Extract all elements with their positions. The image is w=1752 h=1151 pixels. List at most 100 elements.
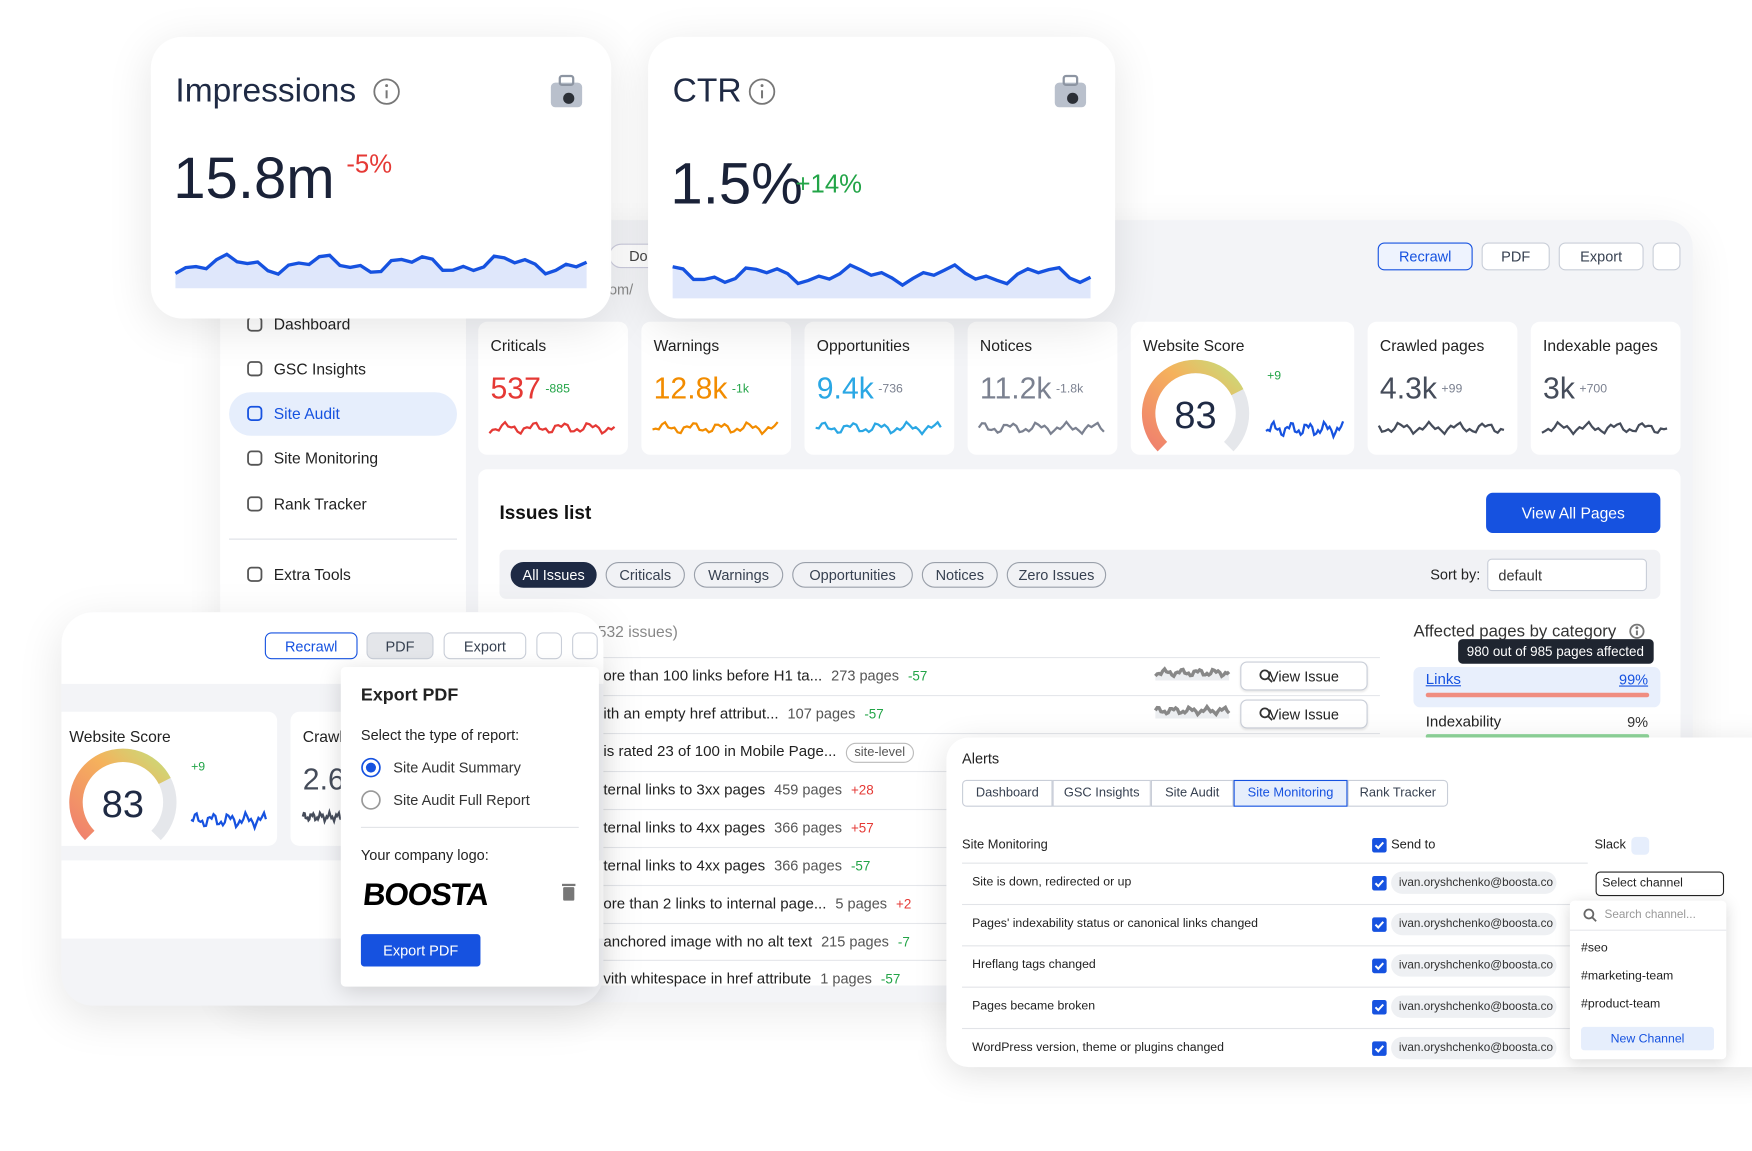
alerts-tab[interactable]: Site Monitoring (1233, 779, 1348, 807)
shape (385, 84, 389, 88)
alert-text: Hreflang tags changed (972, 958, 1096, 972)
alert-text: Site is down, redirected or up (972, 875, 1132, 889)
alerts-tab[interactable]: Dashboard (962, 779, 1053, 807)
shape (748, 78, 776, 105)
toolbar-button[interactable]: Export (443, 632, 527, 660)
metric-change: +14% (795, 169, 863, 199)
alert-text: WordPress version, theme or plugins chan… (972, 1040, 1224, 1055)
stat-change: -1k (731, 383, 750, 397)
email: ivan.oryshchenko@boosta.co (1398, 1041, 1554, 1055)
filter-pill[interactable]: Notices (921, 562, 998, 588)
filter-label: Zero Issues (1018, 566, 1095, 584)
email-pill: ivan.oryshchenko@boosta.co (1391, 1036, 1557, 1060)
settings-button[interactable] (572, 632, 598, 660)
tab-label: Site Audit (1165, 786, 1220, 801)
toolbar-button[interactable]: Recrawl (1377, 242, 1473, 271)
shape (1541, 420, 1668, 436)
email-pill: ivan.oryshchenko@boosta.co (1391, 912, 1557, 936)
shape (1062, 74, 1079, 87)
shape (1265, 419, 1345, 440)
shape (175, 254, 587, 289)
email-pill: ivan.oryshchenko@boosta.co (1391, 871, 1557, 894)
stat-change: -1.8k (1055, 383, 1084, 397)
select-value: Select channel (1602, 876, 1683, 890)
links-bar (1425, 692, 1650, 698)
shape (247, 316, 263, 332)
alerts-tab[interactable]: Rank Tracker (1347, 779, 1449, 807)
checkbox (1372, 958, 1387, 974)
radio (361, 757, 381, 778)
search-icon (1259, 707, 1273, 721)
stat-label: Warnings (653, 336, 720, 355)
new-channel-button[interactable]: New Channel (1581, 1026, 1715, 1051)
issue-text: ternal links to 4xx pages 366 pages +57 (603, 819, 874, 837)
toolbar-button[interactable]: PDF (1481, 242, 1550, 271)
share-button[interactable] (536, 632, 563, 660)
share-button[interactable] (1652, 242, 1681, 271)
radio (361, 790, 381, 810)
stat-value: 11.2k -1.8k (979, 371, 1084, 406)
shape (1141, 359, 1244, 452)
popup-divider (360, 826, 579, 828)
shape (247, 566, 263, 582)
tab-label: Rank Tracker (1359, 786, 1437, 801)
issue-text: ith an empty href attribut... 107 pages -5… (603, 705, 884, 723)
metric-change: -5% (346, 149, 393, 179)
toolbar-button[interactable]: Recrawl (264, 632, 358, 660)
shape (247, 450, 263, 466)
filter-pill[interactable]: All Issues (510, 562, 597, 588)
filter-pill[interactable]: Opportunities (792, 562, 913, 588)
row-divider (962, 1027, 1588, 1030)
issue-text: ore than 2 links to internal page... 5 pa… (603, 895, 912, 913)
button-label: PDF (1501, 248, 1531, 265)
alerts-tab[interactable]: Site Audit (1150, 779, 1234, 807)
shape (1635, 626, 1639, 630)
column-header: Site Monitoring (962, 838, 1048, 852)
tab-label: Dashboard (975, 786, 1039, 801)
shape (672, 262, 1092, 288)
toolbar-button[interactable]: PDF (366, 632, 434, 660)
shape (1372, 838, 1387, 853)
stat-value: 9.4k -736 (816, 371, 903, 406)
filter-pill[interactable]: Criticals (605, 562, 685, 588)
filter-bar (499, 549, 1661, 599)
sidebar-icon (247, 496, 263, 512)
channel-select[interactable]: Select channel (1595, 871, 1725, 897)
metric-value: 15.8m (173, 146, 335, 212)
alerts-tab[interactable]: GSC Insights (1052, 779, 1151, 807)
issue-change: +28 (850, 782, 874, 799)
stat-card (804, 321, 955, 455)
tooltip: 980 out of 985 pages affected (1458, 639, 1654, 664)
filter-pill[interactable]: Warnings (693, 562, 784, 588)
toolbar-button[interactable]: Export (1558, 242, 1644, 271)
filter-pill[interactable]: Zero Issues (1006, 562, 1107, 588)
row-divider (962, 945, 1588, 947)
stat-value: 3k +700 (1543, 371, 1608, 406)
stat-label: Crawled pages (1379, 336, 1485, 355)
score-value: 83 (1174, 394, 1217, 437)
search-placeholder: Search channel... (1604, 908, 1696, 922)
export-button[interactable]: Export PDF (360, 934, 481, 967)
category-pct: 99% (1619, 670, 1649, 688)
checkbox (1372, 1041, 1387, 1056)
checkbox (1372, 917, 1387, 932)
view-all-button[interactable]: View All Pages (1486, 492, 1661, 533)
shape (760, 84, 764, 88)
issue-change: +57 (850, 820, 874, 837)
category-pct: 9% (1627, 713, 1649, 731)
radio-label: Site Audit Summary (393, 759, 521, 776)
sparkline (301, 807, 342, 825)
sort-select[interactable]: default (1487, 558, 1647, 592)
tab-label: GSC Insights (1063, 786, 1140, 801)
issue-pages: 366 pages (774, 819, 843, 837)
source-icon (550, 74, 583, 108)
view-issue-button[interactable]: View Issue (1240, 661, 1368, 691)
filter-label: Warnings (708, 566, 769, 584)
issue-pages: 5 pages (835, 895, 888, 913)
sparkline (672, 262, 1092, 299)
issue-change: -57 (850, 858, 871, 875)
button-label: New Channel (1610, 1031, 1685, 1046)
issue-change: -7 (897, 934, 910, 951)
sidebar-icon (247, 566, 263, 582)
view-issue-button[interactable]: View Issue (1240, 699, 1368, 729)
